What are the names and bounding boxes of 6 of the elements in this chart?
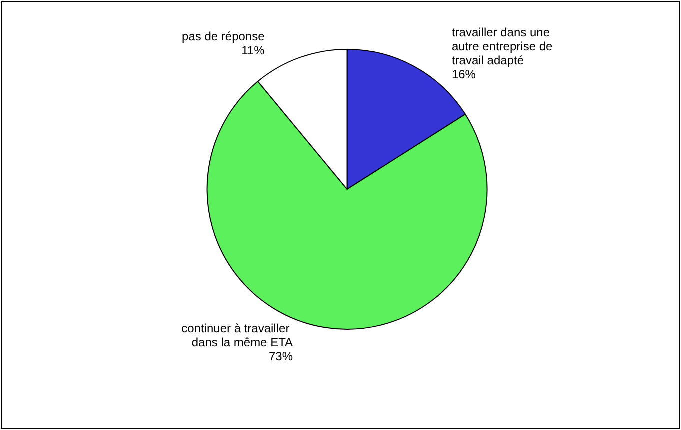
slice-label: continuer à travailler dans la même ETA	[182, 322, 294, 350]
data-label: 16%	[452, 68, 476, 82]
slice-label: travailler dans une autre entreprise de travail adapté	[452, 26, 556, 68]
data-label: 73%	[268, 350, 294, 364]
data-label: 11%	[242, 44, 266, 58]
slice-label: pas de réponse	[182, 30, 266, 44]
